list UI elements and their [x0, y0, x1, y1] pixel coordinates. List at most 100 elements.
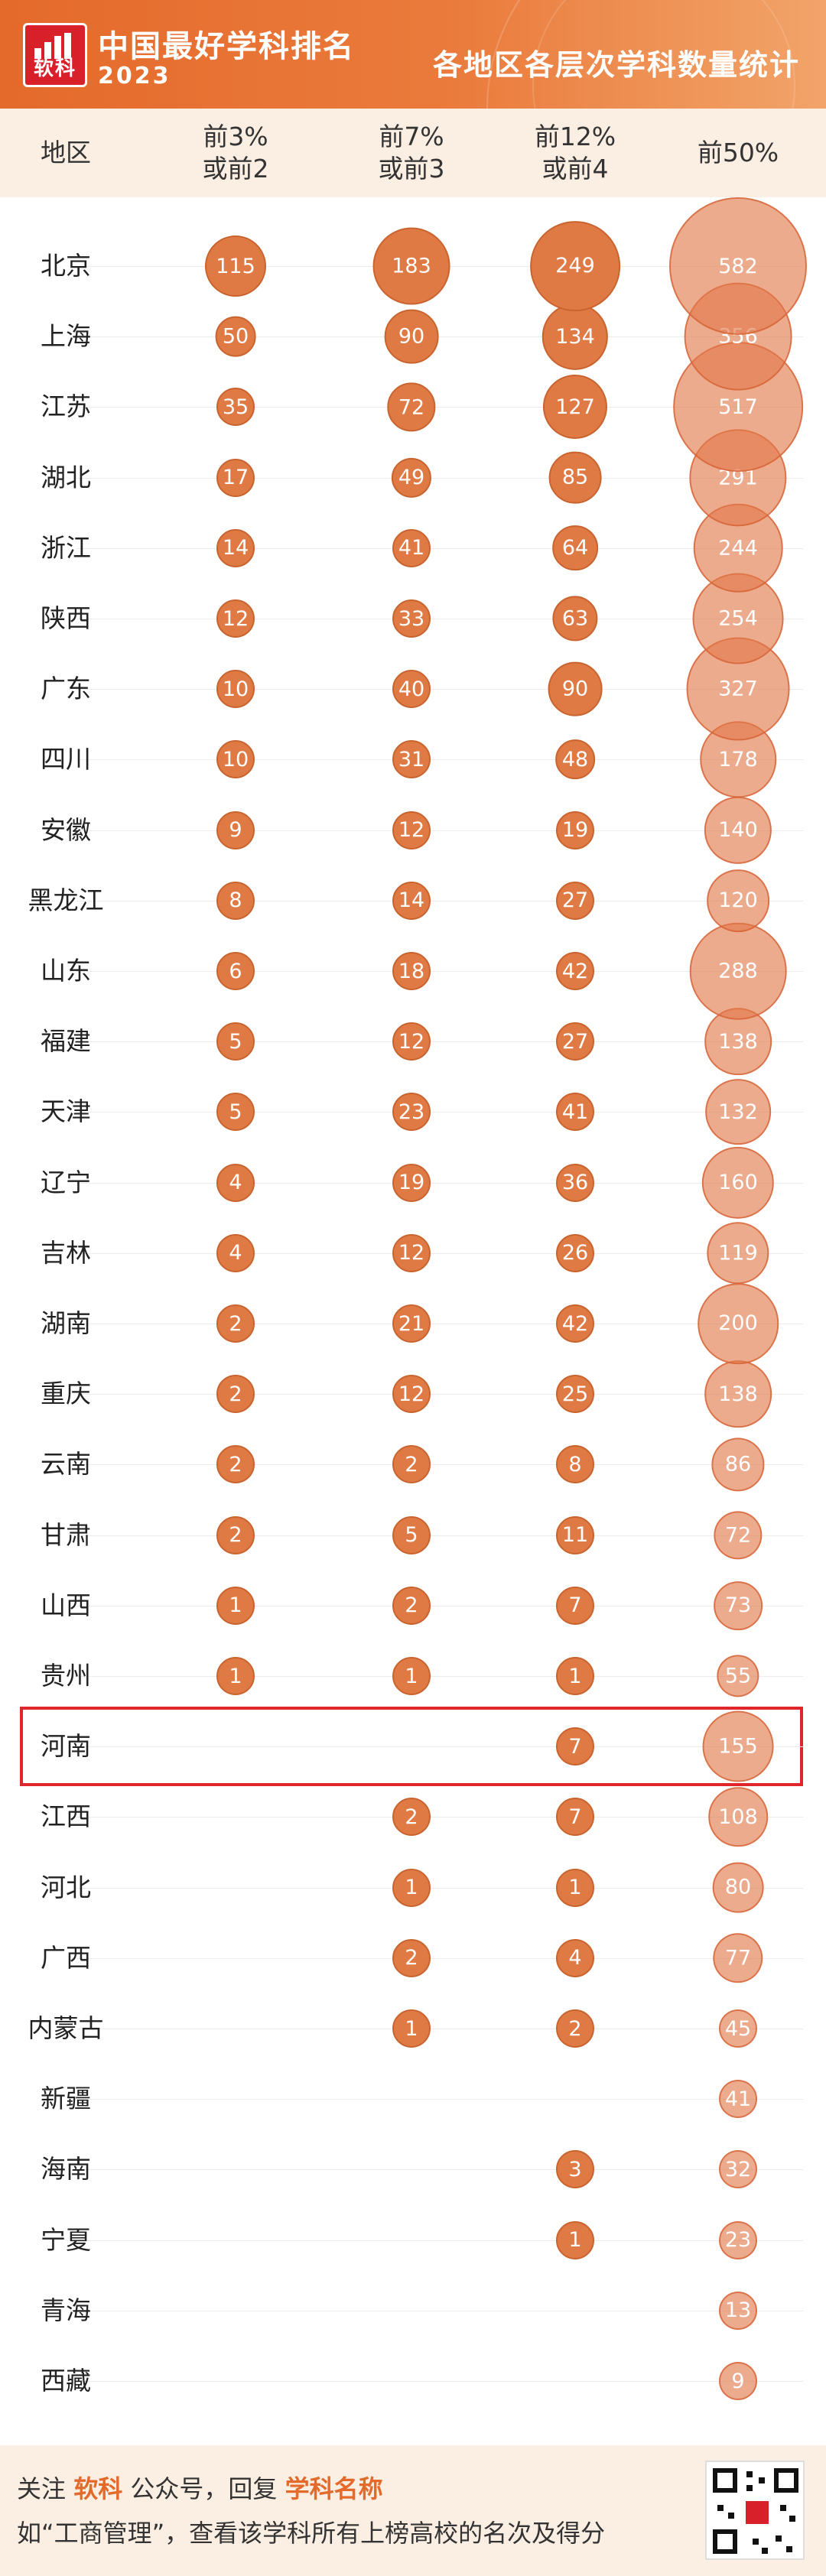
bubble-top3: 4 — [216, 1163, 255, 1202]
bubble-top7: 1 — [392, 2009, 431, 2048]
bubble-top3: 1 — [216, 1586, 255, 1625]
row-guide-line — [76, 2099, 803, 2100]
bubble-value: 42 — [561, 959, 589, 983]
bubble-value: 12 — [222, 606, 249, 631]
logo-bars-icon — [33, 33, 79, 59]
column-header-top50: 前50% — [697, 138, 779, 167]
bubble-top50: 45 — [718, 2009, 758, 2048]
bubble-value: 19 — [561, 818, 589, 843]
table-row: 广东 10 40 90 327 — [0, 637, 826, 741]
region-label: 吉林 — [41, 1237, 91, 1268]
bubble-top12: 85 — [548, 451, 602, 504]
bubble-top12: 42 — [556, 1304, 594, 1343]
bubble-top7: 41 — [392, 528, 431, 567]
bubble-value: 49 — [398, 466, 425, 490]
bubble-top7: 2 — [392, 1586, 431, 1625]
bubble-value: 249 — [555, 254, 595, 278]
bubble-value: 41 — [724, 2087, 752, 2111]
footer-line-1: 关注 软科 公众号，回复 学科名称 — [17, 2470, 383, 2505]
table-row: 贵州 1 1 1 55 — [0, 1641, 826, 1711]
bubble-top12: 63 — [552, 596, 598, 642]
region-label: 黑龙江 — [28, 885, 104, 915]
bubble-value: 36 — [561, 1171, 589, 1195]
bubble-value: 23 — [724, 2228, 752, 2253]
bubble-top12: 4 — [556, 1938, 594, 1977]
region-label: 云南 — [41, 1449, 91, 1480]
bubble-top3: 50 — [215, 316, 256, 357]
region-label: 广西 — [41, 1942, 91, 1973]
region-label: 河北 — [41, 1872, 91, 1902]
table-row: 河南 7 155 — [0, 1710, 826, 1782]
table-row: 海南 3 32 — [0, 2134, 826, 2204]
qr-code[interactable] — [705, 2461, 805, 2560]
row-guide-line — [76, 1182, 803, 1184]
region-label: 浙江 — [41, 532, 91, 563]
region-label: 山东 — [41, 956, 91, 986]
bubble-value: 138 — [718, 1382, 758, 1406]
bubble-value: 12 — [398, 1029, 425, 1054]
bubble-value: 27 — [561, 1029, 589, 1054]
bubble-top3: 2 — [216, 1304, 255, 1343]
qr-logo-icon — [743, 2499, 771, 2526]
row-guide-line — [76, 1746, 803, 1748]
row-guide-line — [76, 1394, 803, 1395]
bubble-value: 1 — [229, 1593, 242, 1618]
header-banner: 软科 中国最好学科排名 2023 各地区各层次学科数量统计 — [0, 0, 826, 109]
bubble-top12: 11 — [556, 1515, 594, 1554]
region-label: 安徽 — [41, 814, 91, 845]
bubble-value: 7 — [568, 1593, 582, 1618]
bubble-value: 23 — [398, 1100, 425, 1124]
bubble-top7: 40 — [392, 670, 431, 709]
logo-text: 软科 — [33, 57, 76, 80]
bubble-value: 11 — [561, 1523, 589, 1548]
bubble-top50: 32 — [719, 2150, 757, 2189]
bubble-value: 32 — [724, 2157, 752, 2181]
bubble-value: 31 — [398, 747, 425, 772]
bubble-value: 254 — [718, 606, 758, 631]
bubble-value: 10 — [222, 677, 249, 701]
bubble-value: 9 — [731, 2369, 745, 2393]
bubble-value: 4 — [229, 1171, 242, 1195]
bubble-value: 2 — [568, 2016, 582, 2041]
bubble-top12: 42 — [556, 952, 594, 990]
bubble-top50: 155 — [702, 1710, 774, 1782]
table-row: 北京 115 183 249 582 — [0, 197, 826, 335]
bubble-value: 4 — [568, 1946, 582, 1970]
region-label: 甘肃 — [41, 1519, 91, 1550]
column-header-top12: 前12% 或前4 — [535, 121, 616, 185]
bubble-value: 63 — [561, 606, 589, 631]
row-guide-line — [76, 759, 803, 761]
bubble-top12: 1 — [556, 1657, 594, 1695]
column-header-bar: 地区 前3% 或前2 前7% 或前3 前12% 或前4 前50% — [0, 109, 826, 197]
bubble-value: 5 — [405, 1523, 418, 1548]
bubble-value: 5 — [229, 1100, 242, 1124]
region-label: 西藏 — [41, 2366, 91, 2396]
row-guide-line — [76, 1887, 803, 1889]
footer: 关注 软科 公众号，回复 学科名称 如“工商管理”，查看该学科所有上榜高校的名次… — [0, 2445, 826, 2576]
bubble-value: 45 — [724, 2016, 752, 2041]
table-row: 江苏 35 72 127 517 — [0, 342, 826, 473]
bubble-value: 41 — [398, 536, 425, 560]
row-guide-line — [76, 1041, 803, 1043]
bubble-value: 3 — [568, 2157, 582, 2181]
bubble-value: 288 — [718, 959, 758, 983]
column-header-top12-line2: 或前4 — [541, 154, 609, 184]
row-guide-line — [76, 1676, 803, 1677]
bubble-value: 85 — [561, 466, 589, 490]
bubble-top12: 2 — [556, 2009, 594, 2048]
bubble-value: 14 — [398, 888, 425, 913]
table-row: 新疆 41 — [0, 2064, 826, 2134]
bubble-value: 64 — [561, 536, 589, 560]
bubble-value: 2 — [229, 1311, 242, 1336]
bubble-top12: 249 — [530, 221, 620, 311]
bubble-value: 2 — [229, 1452, 242, 1476]
bubble-value: 40 — [398, 677, 425, 701]
bubble-value: 50 — [222, 324, 249, 349]
bubble-value: 33 — [398, 606, 425, 631]
region-label: 河南 — [41, 1731, 91, 1762]
region-label: 海南 — [41, 2154, 91, 2185]
bubble-top7: 1 — [392, 1868, 431, 1907]
bubble-top3: 2 — [216, 1375, 255, 1414]
bubble-top12: 27 — [556, 881, 594, 920]
